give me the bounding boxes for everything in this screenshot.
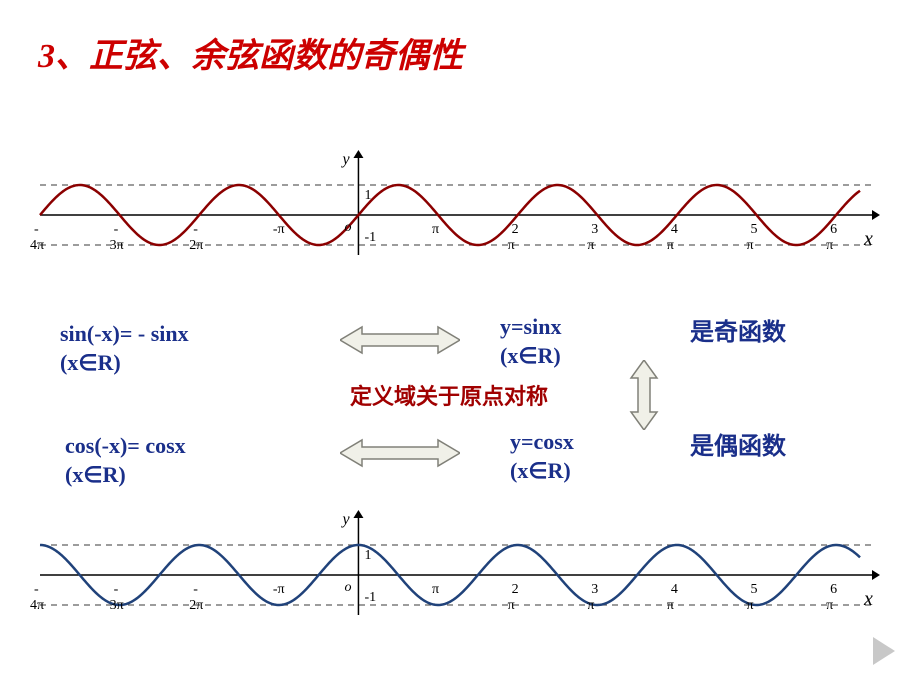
svg-text:3π: 3π xyxy=(110,238,124,253)
svg-text:3: 3 xyxy=(591,582,598,597)
svg-text:4π: 4π xyxy=(30,238,44,253)
svg-text:-: - xyxy=(193,582,198,597)
svg-text:π: π xyxy=(508,238,515,253)
svg-text:x: x xyxy=(863,228,873,250)
svg-text:o: o xyxy=(344,220,351,235)
svg-text:3π: 3π xyxy=(110,598,124,613)
svg-text:π: π xyxy=(587,238,594,253)
svg-text:o: o xyxy=(344,580,351,595)
svg-text:-1: -1 xyxy=(364,230,376,245)
svg-text:x: x xyxy=(863,588,873,610)
svg-text:4: 4 xyxy=(671,582,678,597)
arrow-double-h-icon xyxy=(340,438,460,468)
svg-text:1: 1 xyxy=(364,548,371,563)
svg-text:6: 6 xyxy=(830,222,837,237)
sin-function: y=sinx (x∈R) xyxy=(500,313,561,370)
sin-identity-line2: (x∈R) xyxy=(60,349,189,378)
svg-text:π: π xyxy=(826,238,833,253)
svg-text:5: 5 xyxy=(751,222,758,237)
svg-text:-π: -π xyxy=(273,222,285,237)
arrow-double-v-icon xyxy=(628,360,660,430)
cos-identity-line2: (x∈R) xyxy=(65,461,186,490)
svg-text:π: π xyxy=(432,222,439,237)
cos-identity: cos(-x)= cosx (x∈R) xyxy=(65,432,186,489)
svg-text:6: 6 xyxy=(830,582,837,597)
svg-text:3: 3 xyxy=(591,222,598,237)
sin-identity-line1: sin(-x)= - sinx xyxy=(60,320,189,349)
svg-text:2: 2 xyxy=(512,582,519,597)
cos-identity-line1: cos(-x)= cosx xyxy=(65,432,186,461)
page-title: 3、正弦、余弦函数的奇偶性 xyxy=(38,28,463,77)
svg-text:-1: -1 xyxy=(364,590,376,605)
sin-func-line2: (x∈R) xyxy=(500,342,561,371)
svg-text:-: - xyxy=(193,222,198,237)
svg-text:1: 1 xyxy=(364,188,371,203)
svg-text:-: - xyxy=(34,222,39,237)
svg-text:π: π xyxy=(747,598,754,613)
svg-text:-π: -π xyxy=(273,582,285,597)
sin-func-line1: y=sinx xyxy=(500,313,561,342)
cos-chart: 1-1oyx-4π-3π-2π-ππ2π3π4π5π6π xyxy=(30,510,880,650)
svg-text:5: 5 xyxy=(751,582,758,597)
svg-text:4π: 4π xyxy=(30,598,44,613)
cos-func-line1: y=cosx xyxy=(510,428,574,457)
next-slide-icon[interactable] xyxy=(873,637,895,665)
svg-text:π: π xyxy=(432,582,439,597)
sin-chart: 1-1oyx-4π-3π-2π-ππ2π3π4π5π6π xyxy=(30,150,880,290)
svg-text:y: y xyxy=(340,151,350,168)
sin-odd-label: 是奇函数 xyxy=(690,318,786,349)
arrow-double-h-icon xyxy=(340,325,460,355)
sin-identity: sin(-x)= - sinx (x∈R) xyxy=(60,320,189,377)
svg-text:π: π xyxy=(826,598,833,613)
svg-text:π: π xyxy=(747,238,754,253)
svg-text:π: π xyxy=(587,598,594,613)
svg-text:2π: 2π xyxy=(189,238,203,253)
svg-text:2: 2 xyxy=(512,222,519,237)
svg-text:π: π xyxy=(508,598,515,613)
cos-function: y=cosx (x∈R) xyxy=(510,428,574,485)
svg-text:2π: 2π xyxy=(189,598,203,613)
svg-text:-: - xyxy=(34,582,39,597)
svg-text:-: - xyxy=(114,582,119,597)
svg-text:π: π xyxy=(667,238,674,253)
cos-even-label: 是偶函数 xyxy=(690,432,786,463)
svg-text:y: y xyxy=(340,511,350,528)
cos-func-line2: (x∈R) xyxy=(510,457,574,486)
center-note: 定义域关于原点对称 xyxy=(350,383,548,412)
svg-text:π: π xyxy=(667,598,674,613)
svg-text:4: 4 xyxy=(671,222,678,237)
svg-text:-: - xyxy=(114,222,119,237)
